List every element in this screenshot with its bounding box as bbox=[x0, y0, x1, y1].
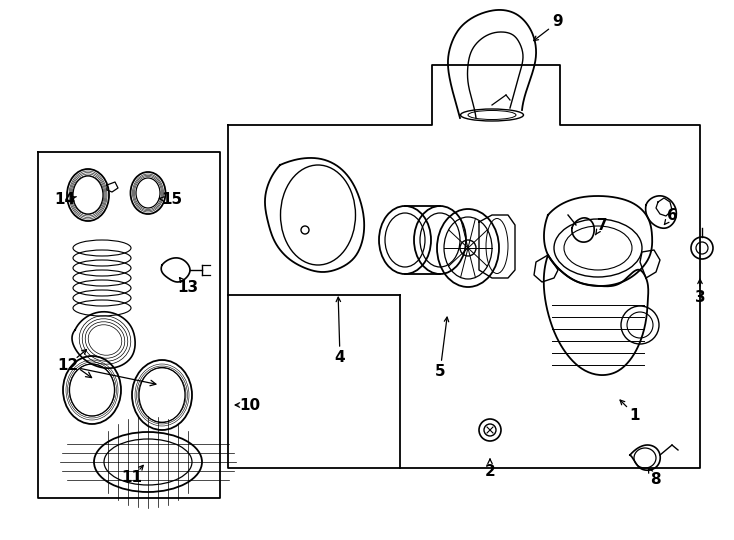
Text: 15: 15 bbox=[161, 192, 183, 207]
Text: 9: 9 bbox=[553, 15, 563, 30]
Text: 2: 2 bbox=[484, 464, 495, 480]
Text: 12: 12 bbox=[57, 357, 79, 373]
Text: 7: 7 bbox=[597, 218, 607, 233]
Text: 5: 5 bbox=[435, 364, 446, 380]
Text: 8: 8 bbox=[650, 472, 661, 488]
Text: 13: 13 bbox=[178, 280, 199, 295]
Text: 3: 3 bbox=[694, 291, 705, 306]
Text: 1: 1 bbox=[630, 408, 640, 422]
Text: 14: 14 bbox=[54, 192, 76, 207]
Text: 11: 11 bbox=[122, 470, 142, 485]
Text: 10: 10 bbox=[239, 397, 261, 413]
Text: 6: 6 bbox=[666, 207, 677, 222]
Text: 4: 4 bbox=[335, 350, 345, 366]
